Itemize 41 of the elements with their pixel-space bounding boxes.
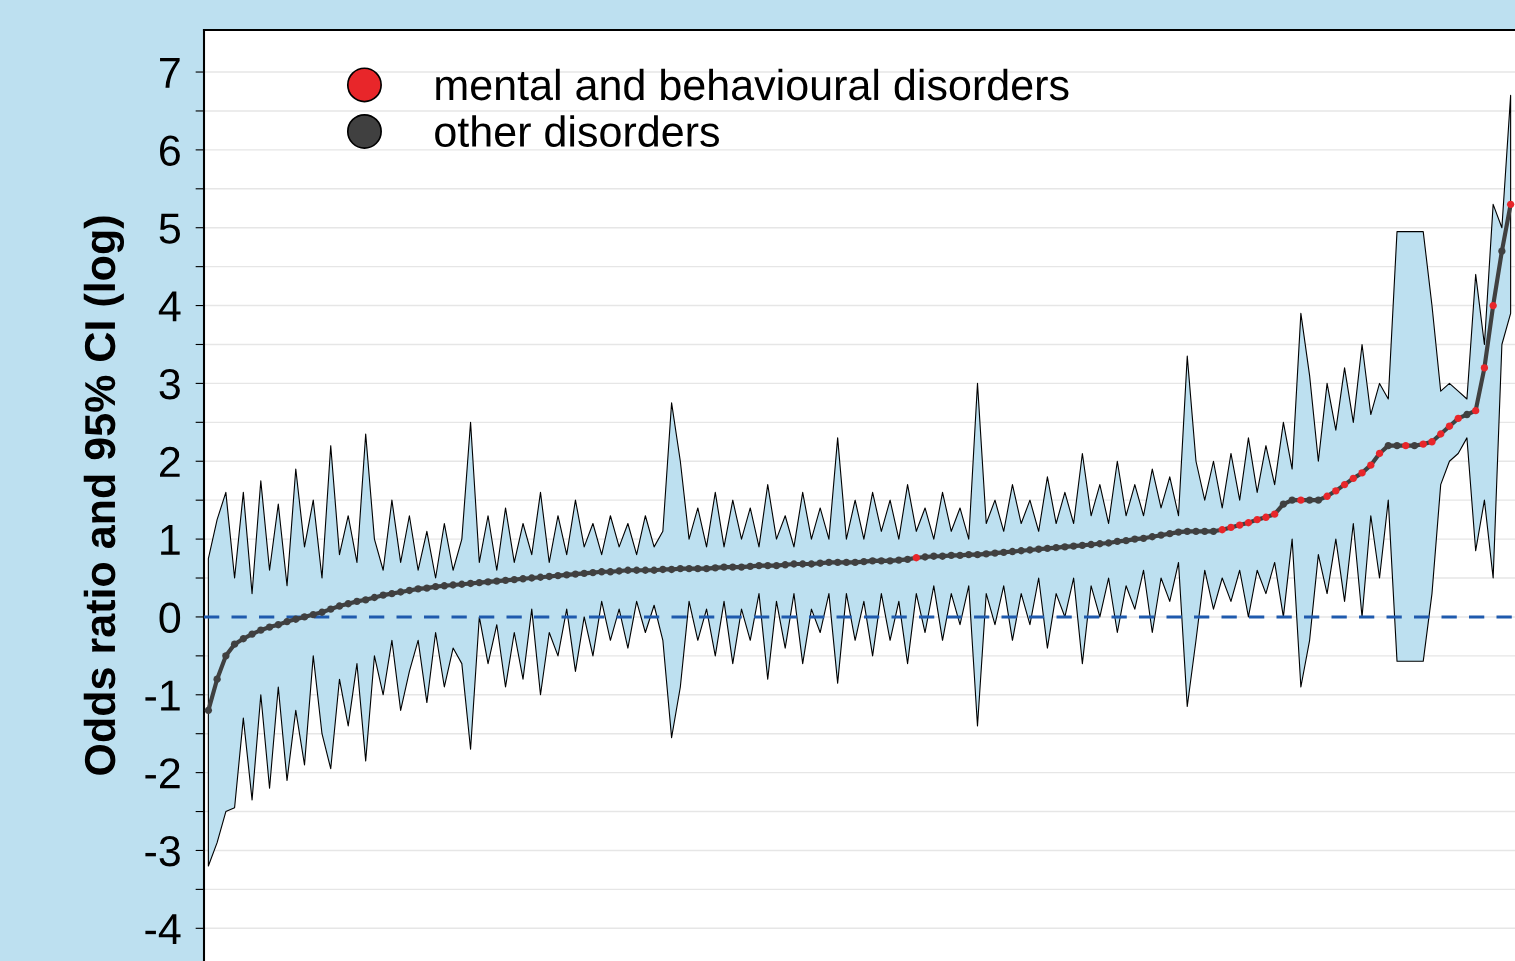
y-tick-label: 1: [161, 525, 180, 555]
point: [1297, 496, 1305, 504]
point: [1340, 480, 1349, 489]
point: [1489, 301, 1497, 310]
point: [1332, 487, 1340, 495]
point: [1471, 406, 1480, 415]
y-tick-label: -4: [145, 914, 181, 944]
point: [1270, 510, 1279, 518]
point: [1367, 461, 1375, 469]
point: [1218, 526, 1226, 534]
point: [1253, 515, 1261, 524]
point: [1419, 440, 1427, 448]
legend-label: other disorders: [435, 115, 719, 147]
point: [1437, 430, 1445, 438]
y-tick-label: 7: [160, 58, 180, 88]
point: [1323, 492, 1331, 500]
point: [1506, 200, 1515, 209]
point: [1445, 422, 1454, 430]
point: [1358, 469, 1366, 477]
point: [1402, 442, 1410, 450]
point: [1375, 449, 1384, 458]
point: [1454, 414, 1462, 423]
y-tick-label: 4: [158, 291, 181, 322]
point: [1480, 364, 1489, 372]
point: [1227, 523, 1235, 532]
y-tick-label: -1: [145, 680, 180, 711]
y-tick-label: 5: [159, 213, 180, 244]
y-tick-label: 6: [160, 135, 180, 166]
y-tick-label: -3: [145, 836, 180, 867]
point: [1262, 513, 1270, 521]
y-tick-label: 2: [160, 446, 180, 477]
point: [912, 554, 920, 562]
legend-label: mental and behavioural disorders: [436, 68, 1069, 101]
point: [1236, 521, 1244, 529]
point: [1349, 474, 1357, 483]
y-tick-label: 3: [159, 368, 180, 400]
point: [1428, 438, 1436, 446]
y-tick-label: -2: [145, 758, 180, 789]
y-axis-title: Odds ratio and 95% CI (log): [83, 216, 125, 775]
y-tick-label: 0: [159, 602, 181, 633]
point: [1244, 519, 1253, 527]
